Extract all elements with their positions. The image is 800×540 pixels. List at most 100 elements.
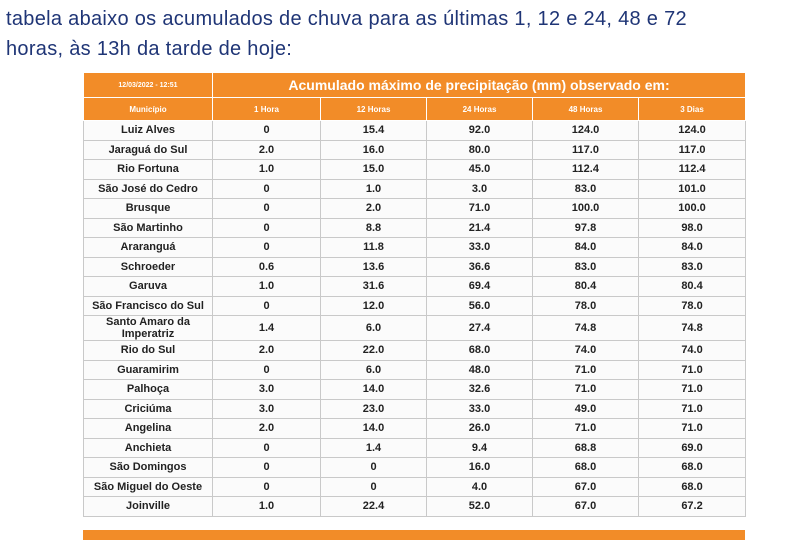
rain-value: 3.0 [212, 379, 321, 400]
rain-value: 8.8 [320, 217, 427, 238]
rain-value: 74.0 [532, 340, 639, 361]
municipality: Luiz Alves [83, 120, 213, 141]
rain-value: 4.0 [426, 476, 533, 497]
column-header: 24 Horas [426, 97, 533, 121]
rain-value: 84.0 [532, 237, 639, 258]
rain-value: 14.0 [320, 379, 427, 400]
rain-value: 15.4 [320, 120, 427, 141]
municipality: São Domingos [83, 457, 213, 478]
table-row: Rio do Sul 2.0 22.0 68.0 74.0 74.0 [83, 340, 747, 361]
rain-value: 0 [212, 217, 321, 238]
rain-value: 2.0 [320, 198, 427, 219]
rain-value: 100.0 [637, 198, 747, 219]
municipality: São Francisco do Sul [83, 295, 213, 316]
table-row: Angelina 2.0 14.0 26.0 71.0 71.0 [83, 418, 747, 439]
rain-value: 67.0 [532, 476, 639, 497]
table-row: Rio Fortuna 1.0 15.0 45.0 112.4 112.4 [83, 159, 747, 180]
rain-value: 124.0 [637, 120, 747, 141]
rain-value: 33.0 [426, 398, 533, 419]
rain-value: 1.4 [212, 315, 321, 341]
rain-value: 69.0 [637, 437, 747, 458]
rain-value: 0 [212, 120, 321, 141]
rain-value: 13.6 [320, 256, 427, 277]
municipality: Araranguá [83, 237, 213, 258]
municipality: Joinville [83, 496, 213, 517]
rain-value: 92.0 [426, 120, 533, 141]
rain-value: 71.0 [532, 359, 639, 380]
rain-value: 68.0 [532, 457, 639, 478]
rain-value: 74.8 [532, 315, 639, 341]
column-header: 1 Hora [212, 97, 321, 121]
intro-line: tabela abaixo os acumulados de chuva par… [6, 8, 687, 30]
rain-value: 74.8 [637, 315, 747, 341]
rain-value: 16.0 [320, 139, 427, 160]
rain-value: 71.0 [426, 198, 533, 219]
rain-value: 83.0 [532, 178, 639, 199]
intro-text: tabela abaixo os acumulados de chuva par… [6, 4, 687, 64]
rain-value: 98.0 [637, 217, 747, 238]
rain-value: 68.0 [637, 457, 747, 478]
rain-value: 3.0 [212, 398, 321, 419]
rain-value: 12.0 [320, 295, 427, 316]
table-footer [83, 530, 745, 540]
municipality: São José do Cedro [83, 178, 213, 199]
rain-value: 97.8 [532, 217, 639, 238]
rain-value: 0 [212, 359, 321, 380]
table-row: São Martinho 0 8.8 21.4 97.8 98.0 [83, 217, 747, 238]
rain-value: 71.0 [637, 398, 747, 419]
rain-value: 21.4 [426, 217, 533, 238]
rain-value: 71.0 [532, 418, 639, 439]
rain-value: 23.0 [320, 398, 427, 419]
column-header: 12 Horas [320, 97, 427, 121]
rain-value: 69.4 [426, 276, 533, 297]
rain-value: 22.4 [320, 496, 427, 517]
rain-value: 1.4 [320, 437, 427, 458]
rain-value: 71.0 [532, 379, 639, 400]
municipality: Anchieta [83, 437, 213, 458]
rain-value: 71.0 [637, 359, 747, 380]
rain-value: 83.0 [637, 256, 747, 277]
rain-value: 26.0 [426, 418, 533, 439]
municipality: São Miguel do Oeste [83, 476, 213, 497]
rain-value: 101.0 [637, 178, 747, 199]
rain-value: 56.0 [426, 295, 533, 316]
title-row: 12/03/2022 - 12:51 Acumulado máximo de p… [83, 72, 747, 98]
rain-value: 3.0 [426, 178, 533, 199]
table-row: Santo Amaro da Imperatriz 1.4 6.0 27.4 74.8 7… [83, 315, 747, 341]
rain-value: 71.0 [637, 418, 747, 439]
table-row: São Domingos 0 0 16.0 68.0 68.0 [83, 457, 747, 478]
rain-value: 0 [212, 237, 321, 258]
column-header-row: Município 1 Hora 12 Horas 24 Horas 48 Horas 3… [83, 97, 747, 121]
municipality: São Martinho [83, 217, 213, 238]
table-row: Palhoça 3.0 14.0 32.6 71.0 71.0 [83, 379, 747, 400]
rain-value: 83.0 [532, 256, 639, 277]
municipality: Santo Amaro da Imperatriz [83, 315, 213, 341]
rain-value: 117.0 [532, 139, 639, 160]
municipality: Guaramirim [83, 359, 213, 380]
rain-value: 68.8 [532, 437, 639, 458]
rain-value: 67.0 [532, 496, 639, 517]
municipality: Palhoça [83, 379, 213, 400]
rain-value: 67.2 [637, 496, 747, 517]
rain-value: 100.0 [532, 198, 639, 219]
rain-value: 2.0 [212, 139, 321, 160]
rain-value: 0 [212, 295, 321, 316]
municipality: Schroeder [83, 256, 213, 277]
rain-value: 80.4 [532, 276, 639, 297]
municipality: Angelina [83, 418, 213, 439]
column-header: 3 Dias [637, 97, 747, 121]
table-title: Acumulado máximo de precipitação (mm) ob… [211, 72, 747, 98]
rain-value: 124.0 [532, 120, 639, 141]
rain-table: 12/03/2022 - 12:51 Acumulado máximo de p… [83, 72, 747, 517]
rain-value: 16.0 [426, 457, 533, 478]
municipality: Rio Fortuna [83, 159, 213, 180]
rain-value: 0 [212, 437, 321, 458]
table-row: Jaraguá do Sul 2.0 16.0 80.0 117.0 117.0 [83, 139, 747, 160]
column-header: 48 Horas [532, 97, 639, 121]
rain-value: 48.0 [426, 359, 533, 380]
rain-value: 2.0 [212, 418, 321, 439]
table-row: São Miguel do Oeste 0 0 4.0 67.0 68.0 [83, 476, 747, 497]
table-row: Guaramirim 0 6.0 48.0 71.0 71.0 [83, 359, 747, 380]
rain-value: 6.0 [320, 315, 427, 341]
